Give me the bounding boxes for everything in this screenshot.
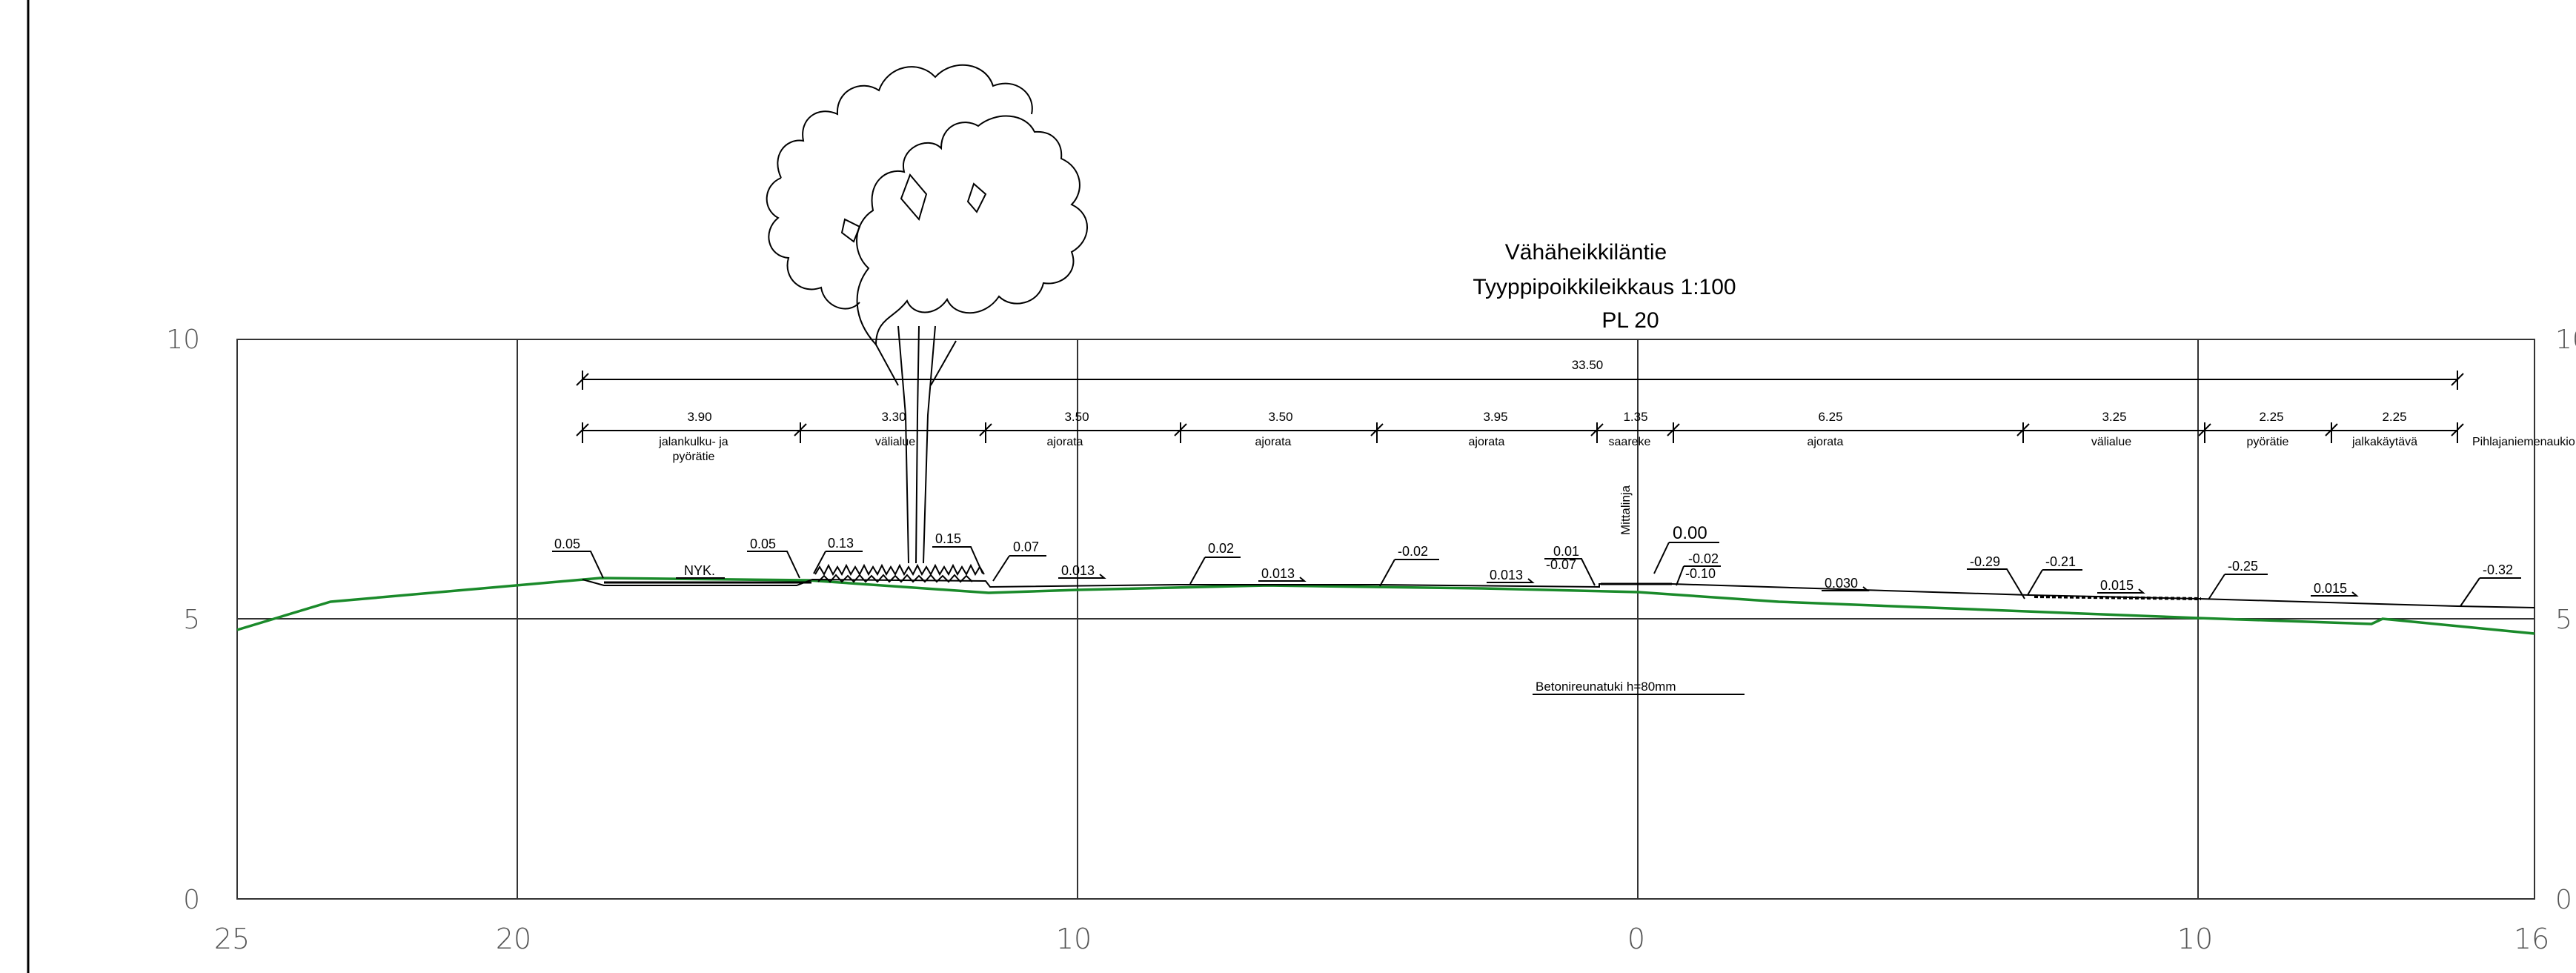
level-12: -0.07 bbox=[1546, 557, 1576, 572]
zone-lane-3: ajorata bbox=[1469, 436, 1505, 448]
width-3: 3.50 bbox=[1064, 410, 1089, 424]
width-8: 3.25 bbox=[2102, 410, 2126, 424]
level-13-leader bbox=[1676, 565, 1721, 586]
level-19-leader bbox=[2208, 574, 2268, 600]
zone-pedestrian-path: jalankulku- ja bbox=[658, 436, 728, 448]
zone-lane-1: ajorata bbox=[1047, 436, 1083, 448]
y-left-5: 5 bbox=[183, 605, 200, 635]
level-14: -0.10 bbox=[1685, 566, 1716, 581]
zone-adjacent-street: Pihlajaniemenaukio bbox=[2472, 436, 2575, 448]
level-15-leader bbox=[1822, 586, 1870, 591]
total-dim-ticks bbox=[576, 371, 2464, 390]
level-15: 0.030 bbox=[1825, 576, 1858, 591]
level-21-leader bbox=[2460, 577, 2521, 607]
total-dimension-value: 33.50 bbox=[1572, 358, 1604, 372]
level-18-leader bbox=[2097, 588, 2145, 594]
y-left-10: 10 bbox=[166, 325, 200, 355]
level-9-leader bbox=[1379, 559, 1439, 587]
level-21: -0.32 bbox=[2483, 562, 2513, 577]
level-5-leader bbox=[992, 555, 1046, 582]
x-label-20: 20 bbox=[496, 923, 531, 955]
width-7: 6.25 bbox=[1818, 410, 1842, 424]
level-8-leader bbox=[1258, 577, 1307, 582]
level-10: 0.013 bbox=[1490, 568, 1523, 582]
width-4: 3.50 bbox=[1268, 410, 1292, 424]
zone-median-left: välialue bbox=[875, 436, 915, 448]
zone-cycle-path: pyörätie bbox=[2247, 436, 2289, 448]
level-9: -0.02 bbox=[1398, 544, 1428, 559]
level-6: 0.013 bbox=[1061, 563, 1095, 578]
y-right-0: 0 bbox=[2555, 885, 2572, 915]
width-5: 3.95 bbox=[1483, 410, 1507, 424]
level-13: -0.02 bbox=[1688, 551, 1719, 566]
zero-level: 0.00 bbox=[1673, 523, 1707, 543]
level-18: 0.015 bbox=[2100, 578, 2134, 593]
road-title: Vähäheikkiläntie bbox=[1505, 240, 1667, 265]
width-9: 2.25 bbox=[2259, 410, 2283, 424]
x-label-10r: 10 bbox=[2177, 923, 2213, 955]
level-4-leader bbox=[932, 546, 983, 574]
y-right-5: 5 bbox=[2555, 605, 2572, 635]
level-7-leader bbox=[1189, 557, 1241, 585]
zone-lane-2: ajorata bbox=[1255, 436, 1292, 448]
existing-ground-line bbox=[236, 577, 2535, 635]
shrub-hatch bbox=[814, 563, 985, 583]
x-label-16: 16 bbox=[2514, 923, 2549, 955]
level-20-leader bbox=[2311, 591, 2359, 597]
level-1-leader bbox=[552, 551, 604, 579]
level-6-leader bbox=[1058, 574, 1106, 579]
level-1: 0.05 bbox=[554, 537, 580, 551]
level-7: 0.02 bbox=[1208, 541, 1234, 556]
measurement-line-label: Mittalinja bbox=[1619, 485, 1633, 535]
level-5: 0.07 bbox=[1013, 539, 1039, 554]
curb-strip-right bbox=[2034, 595, 2202, 600]
y-right-10: 10 bbox=[2555, 325, 2576, 355]
station-title: PL 20 bbox=[1601, 308, 1659, 333]
curb-note: Betonireunatuki h=80mm bbox=[1536, 680, 1676, 694]
level-2-leader bbox=[747, 551, 800, 579]
level-19: -0.25 bbox=[2228, 559, 2258, 574]
zone-median-right: välialue bbox=[2091, 436, 2131, 448]
zone-sidewalk: jalkakäytävä bbox=[2351, 436, 2417, 448]
existing-marker: NYK. bbox=[684, 563, 715, 578]
level-20: 0.015 bbox=[2314, 581, 2347, 596]
width-1: 3.90 bbox=[687, 410, 711, 424]
level-16-leader bbox=[1967, 568, 2025, 600]
tree-icon bbox=[766, 64, 1088, 564]
width-6: 1.35 bbox=[1623, 410, 1647, 424]
x-label-0: 0 bbox=[1627, 923, 1645, 955]
level-2: 0.05 bbox=[750, 537, 776, 551]
x-label-25: 25 bbox=[214, 923, 250, 955]
level-16: -0.29 bbox=[1970, 554, 2000, 569]
segment-dim-ticks bbox=[576, 422, 2464, 443]
zero-level-leader bbox=[1653, 542, 1719, 574]
level-8: 0.013 bbox=[1261, 566, 1295, 581]
zone-island: saareke bbox=[1609, 436, 1651, 448]
zone-lane-4: ajorata bbox=[1807, 436, 1844, 448]
level-11: 0.01 bbox=[1553, 544, 1579, 559]
level-11-leader bbox=[1544, 558, 1596, 586]
x-label-10: 10 bbox=[1056, 923, 1092, 955]
section-title: Tyyppipoikkileikkaus 1:100 bbox=[1473, 275, 1736, 299]
level-3-leader bbox=[813, 551, 863, 574]
width-2: 3.30 bbox=[881, 410, 906, 424]
zone-pedestrian-path-2: pyörätie bbox=[673, 451, 715, 463]
level-3: 0.13 bbox=[828, 536, 854, 551]
level-17: -0.21 bbox=[2045, 554, 2076, 569]
level-17-leader bbox=[2027, 569, 2082, 596]
width-10: 2.25 bbox=[2382, 410, 2406, 424]
y-left-0: 0 bbox=[183, 885, 200, 915]
level-10-leader bbox=[1487, 578, 1535, 583]
level-4: 0.15 bbox=[935, 531, 961, 546]
